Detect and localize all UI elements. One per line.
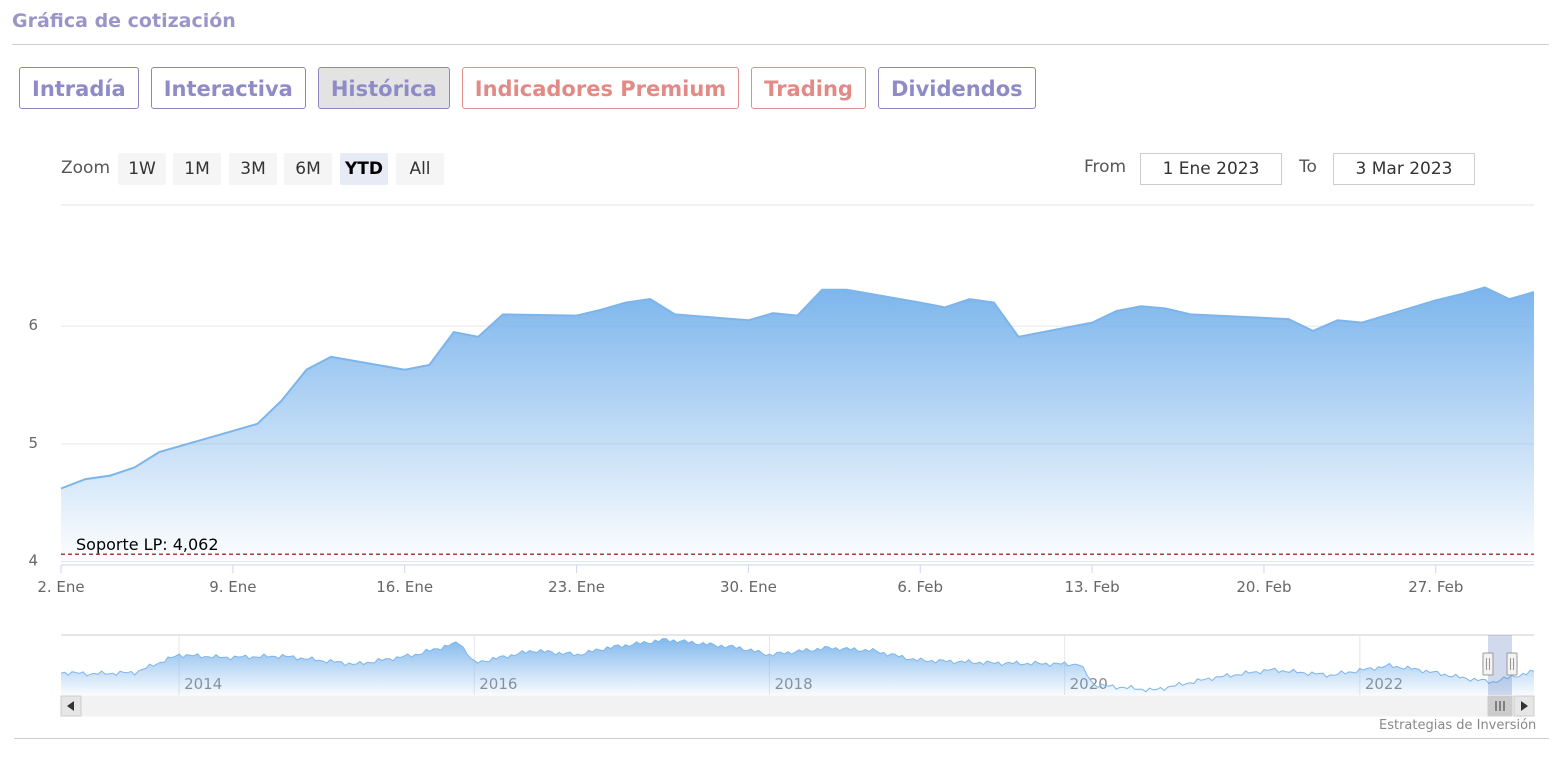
scroll-right-arrow-icon xyxy=(1521,701,1528,711)
series-area xyxy=(61,287,1534,565)
scrollbar-track[interactable] xyxy=(60,695,1535,717)
y-tick-label: 6 xyxy=(28,316,38,334)
bottom-divider xyxy=(14,738,1549,739)
range-from-label: From xyxy=(1084,157,1127,177)
zoom-ytd-button[interactable]: YTD xyxy=(340,153,388,185)
x-tick-label: 2. Ene xyxy=(37,578,84,596)
navigator-left-handle[interactable] xyxy=(1482,652,1494,676)
y-tick-label: 4 xyxy=(28,551,38,569)
navigator-right-handle[interactable] xyxy=(1506,652,1518,676)
range-from-input[interactable]: 1 Ene 2023 xyxy=(1140,153,1282,185)
x-tick-label: 20. Feb xyxy=(1236,578,1291,596)
navigator-area xyxy=(61,638,1534,695)
support-label: Soporte LP: 4,062 xyxy=(76,535,219,554)
page-title: Gráfica de cotización xyxy=(12,10,236,32)
zoom-6m-button[interactable]: 6M xyxy=(284,153,332,185)
zoom-label: Zoom xyxy=(61,158,111,178)
scroll-left-arrow-icon xyxy=(67,701,74,711)
zoom-1m-button[interactable]: 1M xyxy=(173,153,221,185)
tab-interactiva[interactable]: Interactiva xyxy=(150,67,306,109)
title-divider xyxy=(12,44,1549,45)
zoom-3m-button[interactable]: 3M xyxy=(229,153,277,185)
x-tick-label: 30. Ene xyxy=(720,578,777,596)
chart-tabs: Intradía Interactiva Histórica Indicadores … xyxy=(19,67,1036,109)
zoom-all-button[interactable]: All xyxy=(396,153,444,185)
x-tick-label: 13. Feb xyxy=(1065,578,1120,596)
range-to-input[interactable]: 3 Mar 2023 xyxy=(1333,153,1475,185)
tab-dividendos[interactable]: Dividendos xyxy=(877,67,1036,109)
x-tick-label: 16. Ene xyxy=(376,578,433,596)
series-line xyxy=(60,286,1535,490)
tab-historica[interactable]: Histórica xyxy=(317,67,450,109)
tab-intradia[interactable]: Intradía xyxy=(19,67,139,109)
x-tick-label: 27. Feb xyxy=(1408,578,1463,596)
zoom-1w-button[interactable]: 1W xyxy=(118,153,166,185)
range-to-label: To xyxy=(1299,157,1317,177)
chart-credits[interactable]: Estrategias de Inversión xyxy=(1379,718,1537,733)
tab-indicadores-premium[interactable]: Indicadores Premium xyxy=(461,67,740,109)
y-tick-label: 5 xyxy=(28,434,38,452)
navigator-line xyxy=(60,638,1535,693)
x-tick-label: 6. Feb xyxy=(897,578,943,596)
x-tick-label: 23. Ene xyxy=(548,578,605,596)
x-tick-label: 9. Ene xyxy=(209,578,256,596)
tab-trading[interactable]: Trading xyxy=(751,67,866,109)
